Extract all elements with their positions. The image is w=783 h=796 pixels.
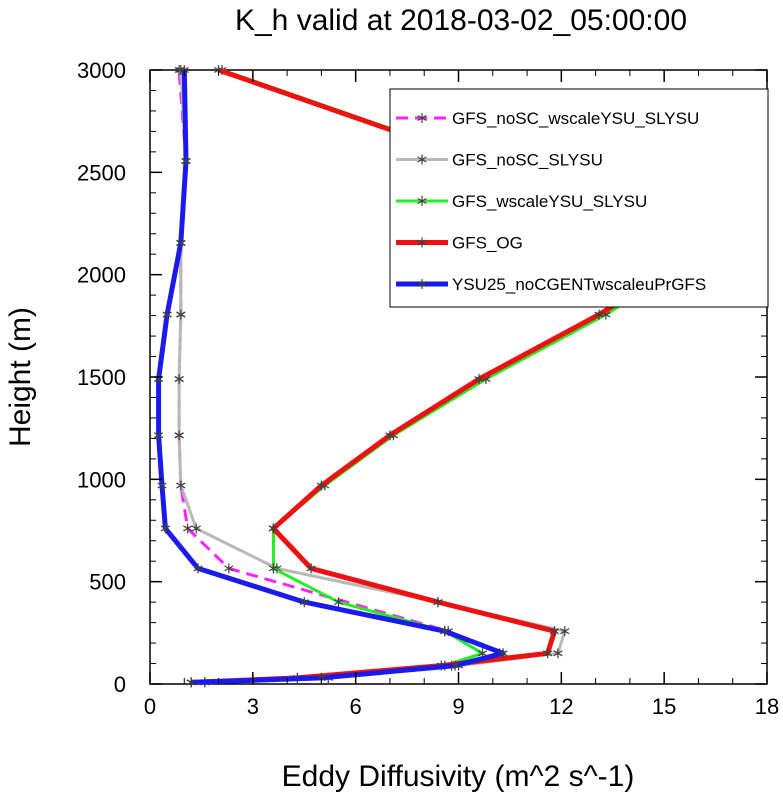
legend-label: GFS_wscaleYSU_SLYSU	[452, 192, 647, 211]
data-point	[549, 626, 560, 637]
legend-label: GFS_noSC_SLYSU	[452, 151, 603, 170]
data-point	[174, 374, 184, 385]
x-tick-label: 18	[755, 694, 779, 719]
y-tick-label: 2500	[77, 160, 126, 185]
legend-item: GFS_wscaleYSU_SLYSU	[396, 192, 647, 211]
legend-item: GFS_OG	[396, 234, 523, 253]
data-point	[474, 374, 484, 385]
legend-marker	[417, 154, 427, 165]
data-point	[553, 648, 563, 659]
data-point	[191, 523, 201, 534]
data-point	[176, 237, 186, 248]
data-point	[160, 523, 171, 534]
data-point	[183, 523, 193, 534]
legend-item: GFS_noSC_wscaleYSU_SLYSU	[396, 109, 699, 128]
y-tick-label: 500	[89, 570, 126, 595]
data-point	[316, 480, 327, 491]
x-tick-label: 12	[549, 694, 573, 719]
data-point	[268, 563, 279, 574]
x-tick-label: 0	[144, 694, 156, 719]
legend: GFS_noSC_wscaleYSU_SLYSU GFS_noSC_SLYSU GF…	[389, 88, 769, 308]
data-point	[224, 563, 234, 574]
data-point	[162, 309, 172, 320]
legend-label: GFS_OG	[452, 234, 523, 253]
y-tick-label: 1500	[77, 365, 126, 390]
data-point	[440, 626, 450, 637]
data-point	[299, 597, 309, 608]
data-point	[433, 597, 443, 608]
data-point	[193, 563, 203, 574]
data-point	[174, 430, 184, 441]
legend-item: YSU25_noCGENTwscaleuPrGFS	[396, 275, 706, 294]
data-point	[186, 677, 196, 688]
legend-marker	[417, 196, 427, 206]
legend-label: YSU25_noCGENTwscaleuPrGFS	[452, 275, 706, 294]
data-point	[385, 430, 395, 441]
chart-title: K_h valid at 2018-03-02_05:00:00	[235, 4, 687, 37]
data-point	[542, 648, 553, 659]
data-point	[333, 597, 344, 608]
y-tick-label: 1000	[77, 467, 126, 492]
y-tick-label: 2000	[77, 263, 126, 288]
data-point	[157, 480, 167, 491]
data-point	[176, 309, 186, 320]
data-point	[560, 626, 570, 637]
y-tick-label: 3000	[77, 58, 126, 83]
data-point	[181, 156, 191, 167]
legend-label: GFS_noSC_wscaleYSU_SLYSU	[452, 109, 699, 128]
legend-box	[389, 88, 769, 308]
legend-item: GFS_noSC_SLYSU	[396, 151, 603, 170]
data-point	[498, 648, 508, 659]
legend-marker	[417, 237, 427, 248]
data-point	[176, 480, 186, 491]
data-point	[450, 660, 460, 671]
x-tick-label: 6	[350, 694, 362, 719]
data-point	[268, 523, 279, 534]
data-point	[306, 563, 316, 574]
data-point	[153, 430, 164, 441]
x-axis-title: Eddy Diffusivity (m^2 s^-1)	[282, 760, 635, 793]
x-tick-label: 15	[652, 694, 676, 719]
data-point	[153, 374, 164, 385]
x-tick-label: 9	[452, 694, 464, 719]
x-tick-label: 3	[247, 694, 259, 719]
y-axis-title: Height (m)	[4, 307, 37, 447]
legend-marker	[417, 113, 427, 123]
y-tick-label: 0	[114, 672, 126, 697]
legend-marker	[417, 279, 427, 289]
data-point	[594, 309, 604, 320]
